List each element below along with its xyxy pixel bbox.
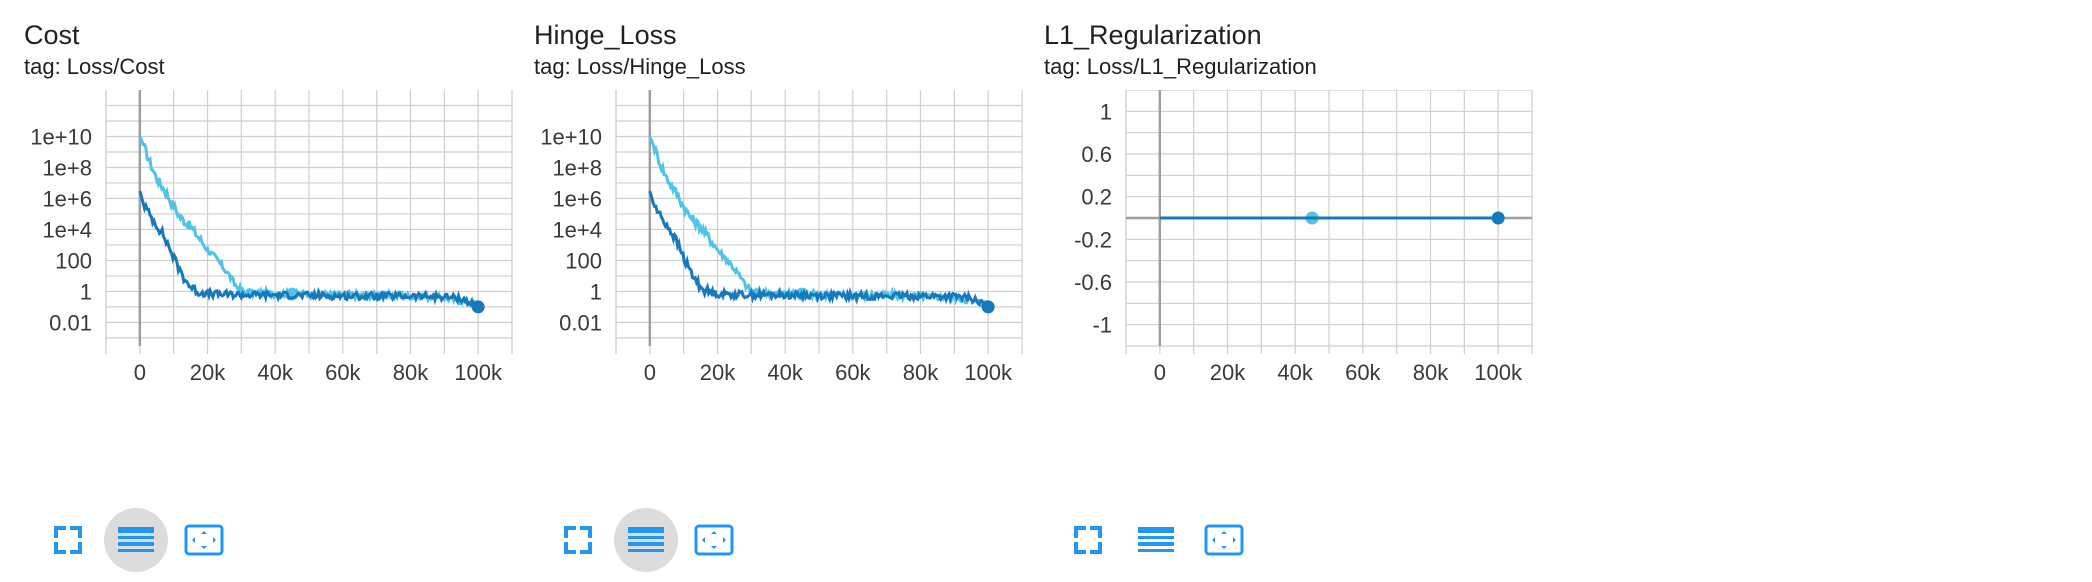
chart-toolbar (36, 508, 276, 572)
y-tick-label: 1e+4 (552, 217, 602, 242)
y-tick-label: 1e+4 (42, 217, 92, 242)
fullscreen-icon (54, 526, 82, 554)
series-line (648, 190, 990, 308)
y-tick-label: 1e+6 (552, 186, 602, 211)
fullscreen-icon (1074, 526, 1102, 554)
x-tick-label: 0 (644, 360, 656, 385)
toggle-log-scale-icon (628, 527, 664, 552)
y-tick-label: 100 (565, 248, 602, 273)
fullscreen-icon (564, 526, 592, 554)
x-tick-label: 100k (964, 360, 1013, 385)
x-tick-label: 100k (454, 360, 503, 385)
card-tag: tag: Loss/Cost (24, 54, 165, 79)
toggle-log-scale-button[interactable] (1124, 508, 1188, 572)
x-tick-label: 20k (700, 360, 736, 385)
y-tick-label: 1 (590, 279, 602, 304)
x-tick-label: 0 (1154, 360, 1166, 385)
toggle-log-scale-button[interactable] (614, 508, 678, 572)
y-tick-label: 1e+8 (42, 155, 92, 180)
card-title: Cost (24, 20, 80, 50)
x-tick-label: 0 (134, 360, 146, 385)
fit-domain-icon (1204, 524, 1244, 556)
x-tick-label: 80k (1413, 360, 1449, 385)
y-tick-label: 0.01 (49, 310, 92, 335)
y-tick-label: 1e+10 (30, 124, 92, 149)
fit-domain-button[interactable] (682, 508, 746, 572)
y-tick-label: 1e+8 (552, 155, 602, 180)
card-tag: tag: Loss/L1_Regularization (1044, 54, 1317, 79)
x-tick-label: 80k (393, 360, 429, 385)
x-tick-label: 40k (767, 360, 803, 385)
y-tick-label: 1 (80, 279, 92, 304)
chart-toolbar (546, 508, 786, 572)
toggle-log-scale-icon (118, 527, 154, 552)
chart-card-hinge-loss: Hinge_Loss tag: Loss/Hinge_Loss 1e+10 1e+… (510, 0, 1190, 582)
toggle-log-scale-button[interactable] (104, 508, 168, 572)
card-tag: tag: Loss/Hinge_Loss (534, 54, 746, 79)
chart-card-cost: Cost tag: Loss/Cost 1e+10 1e+8 1e+6 1e+4 100… (0, 0, 680, 582)
fullscreen-button[interactable] (36, 508, 100, 572)
y-tick-label: -0.2 (1074, 227, 1112, 252)
y-tick-label: 1e+6 (42, 186, 92, 211)
chart-plot[interactable]: 1 0.6 0.2 -0.2 -0.6 -1 0 20k 40k 60k 80k 100k (1020, 90, 1700, 490)
y-tick-label: -0.6 (1074, 270, 1112, 295)
series-marker (981, 300, 995, 314)
chart-toolbar (1056, 508, 1296, 572)
y-tick-label: 100 (55, 248, 92, 273)
fit-domain-icon (184, 524, 224, 556)
x-tick-label: 20k (190, 360, 226, 385)
x-tick-label: 40k (1277, 360, 1313, 385)
chart-card-l1-regularization: L1_Regularization tag: Loss/L1_Regulariz… (1020, 0, 1700, 582)
fit-domain-icon (694, 524, 734, 556)
toggle-log-scale-icon (1138, 527, 1174, 552)
x-tick-label: 60k (835, 360, 871, 385)
series-marker (471, 300, 485, 314)
fit-domain-button[interactable] (1192, 508, 1256, 572)
y-tick-label: -1 (1092, 313, 1112, 338)
x-tick-label: 100k (1474, 360, 1523, 385)
card-title: Hinge_Loss (534, 20, 677, 50)
series-line (138, 190, 479, 309)
x-tick-label: 80k (903, 360, 939, 385)
x-tick-label: 40k (257, 360, 293, 385)
card-title: L1_Regularization (1044, 20, 1262, 50)
series-marker (1491, 211, 1505, 225)
x-tick-label: 60k (1345, 360, 1381, 385)
fullscreen-button[interactable] (1056, 508, 1120, 572)
x-tick-label: 60k (325, 360, 361, 385)
y-tick-label: 0.01 (559, 310, 602, 335)
y-tick-label: 0.6 (1081, 142, 1112, 167)
y-tick-label: 0.2 (1081, 185, 1112, 210)
y-tick-label: 1e+10 (540, 124, 602, 149)
fit-domain-button[interactable] (172, 508, 236, 572)
x-tick-label: 20k (1210, 360, 1246, 385)
y-tick-label: 1 (1100, 99, 1112, 124)
fullscreen-button[interactable] (546, 508, 610, 572)
